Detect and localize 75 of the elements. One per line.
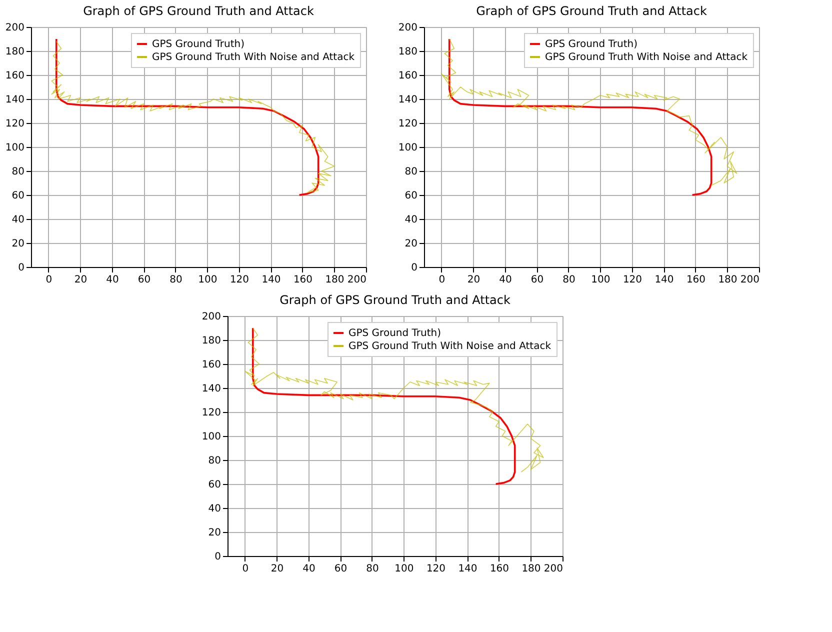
x-tick-label: 100: [591, 274, 610, 286]
chart-title: Graph of GPS Ground Truth and Attack: [476, 4, 707, 18]
x-tick-label: 80: [170, 274, 182, 286]
y-tick-label: 200: [202, 312, 221, 322]
y-tick-label: 160: [5, 70, 24, 82]
x-tick-label: 0: [46, 274, 52, 286]
y-tick-label: 140: [398, 94, 418, 106]
legend-label: GPS Ground Truth With Noise and Attack: [348, 341, 552, 352]
y-tick-label: 180: [398, 46, 418, 58]
legend-label: GPS Ground Truth With Noise and Attack: [152, 52, 355, 63]
x-tick-label: 120: [426, 564, 446, 574]
x-tick-label: 80: [562, 274, 576, 286]
y-tick-label: 100: [5, 142, 24, 154]
legend-label: GPS Ground Truth With Noise and Attack: [545, 52, 748, 63]
x-tick-label: 60: [334, 564, 348, 574]
x-tick-label: 200: [740, 274, 760, 286]
line-series: [448, 38, 712, 196]
y-tick-label: 40: [208, 504, 221, 514]
y-tick-label: 200: [5, 22, 24, 34]
legend-label: GPS Ground Truth): [152, 39, 245, 50]
x-tick-label: 180: [718, 274, 738, 286]
x-tick-label: 0: [438, 274, 446, 286]
x-tick-label: 200: [544, 564, 563, 574]
y-tick-label: 140: [202, 384, 221, 394]
y-tick-label: 80: [12, 166, 24, 178]
x-tick-label: 40: [499, 274, 512, 286]
x-tick-label: 0: [242, 564, 249, 574]
y-tick-label: 60: [208, 480, 221, 490]
y-tick-label: 140: [5, 94, 24, 106]
x-tick-label: 120: [622, 274, 642, 286]
y-tick-label: 20: [12, 238, 24, 250]
x-tick-label: 80: [366, 564, 379, 574]
x-tick-label: 40: [302, 564, 316, 574]
y-tick-label: 160: [202, 360, 221, 370]
y-tick-label: 60: [404, 190, 418, 202]
y-tick-label: 60: [12, 190, 24, 202]
chart-title: Graph of GPS Ground Truth and Attack: [280, 293, 510, 307]
x-tick-label: 180: [325, 274, 344, 286]
x-tick-label: 180: [522, 564, 541, 574]
x-tick-label: 60: [530, 274, 544, 286]
y-tick-label: 120: [398, 118, 418, 130]
y-tick-label: 180: [5, 46, 24, 58]
x-tick-label: 20: [74, 274, 88, 286]
y-tick-label: 180: [202, 336, 221, 346]
x-tick-label: 140: [262, 274, 281, 286]
y-tick-label: 40: [404, 214, 418, 226]
y-tick-label: 80: [208, 456, 221, 466]
x-tick-label: 140: [458, 564, 478, 574]
y-tick-label: 80: [404, 166, 418, 178]
y-tick-label: 0: [18, 262, 24, 274]
x-tick-label: 20: [270, 564, 284, 574]
x-tick-label: 140: [654, 274, 674, 286]
legend-label: GPS Ground Truth): [348, 328, 442, 339]
x-tick-label: 160: [686, 274, 706, 286]
legend-label: GPS Ground Truth): [545, 39, 638, 50]
x-tick-label: 160: [293, 274, 313, 286]
line-series: [252, 327, 516, 485]
x-tick-label: 160: [490, 564, 510, 574]
chart-title: Graph of GPS Ground Truth and Attack: [83, 4, 314, 18]
x-tick-label: 40: [106, 274, 119, 286]
x-tick-label: 120: [230, 274, 250, 286]
y-tick-label: 0: [411, 262, 418, 274]
x-tick-label: 60: [138, 274, 151, 286]
y-tick-label: 20: [208, 528, 221, 538]
y-tick-label: 120: [202, 408, 221, 418]
y-tick-label: 20: [404, 238, 418, 250]
x-tick-label: 200: [347, 274, 366, 286]
y-tick-label: 40: [12, 214, 24, 226]
x-tick-label: 20: [467, 274, 480, 286]
y-tick-label: 0: [214, 552, 221, 562]
y-tick-label: 100: [398, 142, 418, 154]
y-tick-label: 120: [5, 118, 24, 130]
y-tick-label: 100: [202, 432, 221, 442]
y-tick-label: 200: [398, 22, 418, 34]
y-tick-label: 160: [398, 70, 418, 82]
